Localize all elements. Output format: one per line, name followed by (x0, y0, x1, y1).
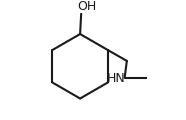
Text: HN: HN (107, 72, 126, 85)
Text: OH: OH (77, 0, 97, 13)
